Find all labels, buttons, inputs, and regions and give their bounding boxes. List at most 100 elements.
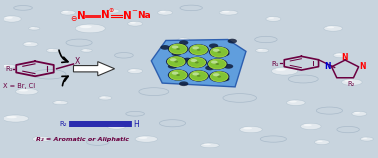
Ellipse shape: [53, 101, 68, 105]
Ellipse shape: [30, 27, 35, 28]
Ellipse shape: [1, 64, 15, 68]
Ellipse shape: [178, 38, 189, 41]
Ellipse shape: [266, 17, 281, 21]
Ellipse shape: [179, 40, 188, 45]
Ellipse shape: [289, 101, 297, 103]
Ellipse shape: [138, 137, 147, 139]
Text: X = Br, Cl: X = Br, Cl: [3, 83, 36, 89]
Ellipse shape: [220, 51, 229, 56]
Text: N: N: [123, 11, 132, 21]
Ellipse shape: [200, 143, 219, 148]
Ellipse shape: [317, 140, 323, 142]
Ellipse shape: [188, 44, 209, 55]
Ellipse shape: [107, 124, 126, 129]
Ellipse shape: [176, 74, 180, 76]
Ellipse shape: [314, 140, 329, 145]
Ellipse shape: [213, 73, 220, 76]
Ellipse shape: [205, 66, 215, 70]
Text: R₂: R₂: [347, 81, 355, 87]
Ellipse shape: [19, 89, 28, 91]
Ellipse shape: [186, 57, 207, 68]
Ellipse shape: [48, 49, 54, 50]
Ellipse shape: [215, 63, 219, 65]
Ellipse shape: [188, 58, 206, 67]
Ellipse shape: [99, 96, 112, 100]
Ellipse shape: [256, 49, 269, 52]
Ellipse shape: [194, 77, 203, 81]
Ellipse shape: [342, 79, 362, 85]
Ellipse shape: [29, 27, 40, 30]
Ellipse shape: [81, 49, 92, 52]
Ellipse shape: [219, 10, 238, 15]
Ellipse shape: [335, 54, 341, 55]
Ellipse shape: [345, 80, 353, 82]
Ellipse shape: [172, 46, 178, 49]
Ellipse shape: [191, 59, 197, 62]
Ellipse shape: [101, 97, 106, 98]
Ellipse shape: [211, 47, 228, 57]
Ellipse shape: [207, 58, 228, 70]
Text: ⊖: ⊖: [70, 15, 77, 23]
Ellipse shape: [176, 48, 180, 50]
Text: R₁: R₁: [5, 66, 12, 72]
Ellipse shape: [83, 49, 87, 51]
Ellipse shape: [75, 24, 105, 33]
Ellipse shape: [128, 69, 143, 73]
Ellipse shape: [160, 11, 166, 12]
Ellipse shape: [220, 77, 229, 81]
Ellipse shape: [23, 42, 38, 47]
Ellipse shape: [209, 46, 229, 58]
Ellipse shape: [327, 26, 334, 28]
Ellipse shape: [209, 59, 226, 69]
Ellipse shape: [168, 64, 177, 69]
Ellipse shape: [15, 88, 38, 95]
Ellipse shape: [222, 11, 229, 12]
Ellipse shape: [209, 71, 229, 82]
Ellipse shape: [25, 43, 31, 44]
Ellipse shape: [203, 144, 211, 145]
Ellipse shape: [362, 138, 367, 139]
Text: ⊕: ⊕: [108, 8, 113, 13]
Ellipse shape: [80, 25, 92, 28]
Ellipse shape: [169, 44, 187, 54]
Ellipse shape: [304, 124, 312, 126]
Ellipse shape: [63, 11, 69, 12]
Ellipse shape: [240, 126, 262, 133]
Ellipse shape: [217, 76, 221, 78]
Ellipse shape: [257, 49, 263, 50]
Ellipse shape: [228, 39, 237, 43]
Ellipse shape: [168, 69, 188, 81]
Ellipse shape: [224, 64, 233, 69]
Ellipse shape: [217, 51, 221, 53]
Ellipse shape: [174, 61, 178, 63]
Text: N: N: [341, 53, 348, 62]
Ellipse shape: [197, 49, 200, 51]
Ellipse shape: [130, 69, 136, 71]
Ellipse shape: [135, 136, 158, 142]
Ellipse shape: [271, 67, 297, 75]
Text: R₂: R₂: [59, 121, 67, 127]
Ellipse shape: [55, 101, 61, 103]
Ellipse shape: [169, 70, 187, 80]
Ellipse shape: [287, 100, 305, 106]
Ellipse shape: [333, 53, 348, 58]
Ellipse shape: [211, 61, 218, 64]
Ellipse shape: [195, 61, 199, 63]
Ellipse shape: [268, 17, 274, 19]
Ellipse shape: [183, 58, 192, 62]
Ellipse shape: [276, 68, 286, 71]
Text: Na: Na: [138, 11, 151, 20]
Text: N: N: [77, 11, 85, 21]
Ellipse shape: [190, 71, 208, 81]
Text: R₁: R₁: [271, 61, 279, 67]
Text: H: H: [133, 120, 139, 128]
Ellipse shape: [192, 46, 199, 49]
Ellipse shape: [6, 116, 17, 118]
Text: N: N: [324, 61, 330, 70]
Ellipse shape: [158, 10, 172, 15]
Ellipse shape: [360, 137, 373, 141]
Ellipse shape: [209, 43, 218, 48]
Ellipse shape: [35, 137, 43, 139]
Ellipse shape: [192, 72, 199, 76]
Ellipse shape: [197, 75, 200, 77]
